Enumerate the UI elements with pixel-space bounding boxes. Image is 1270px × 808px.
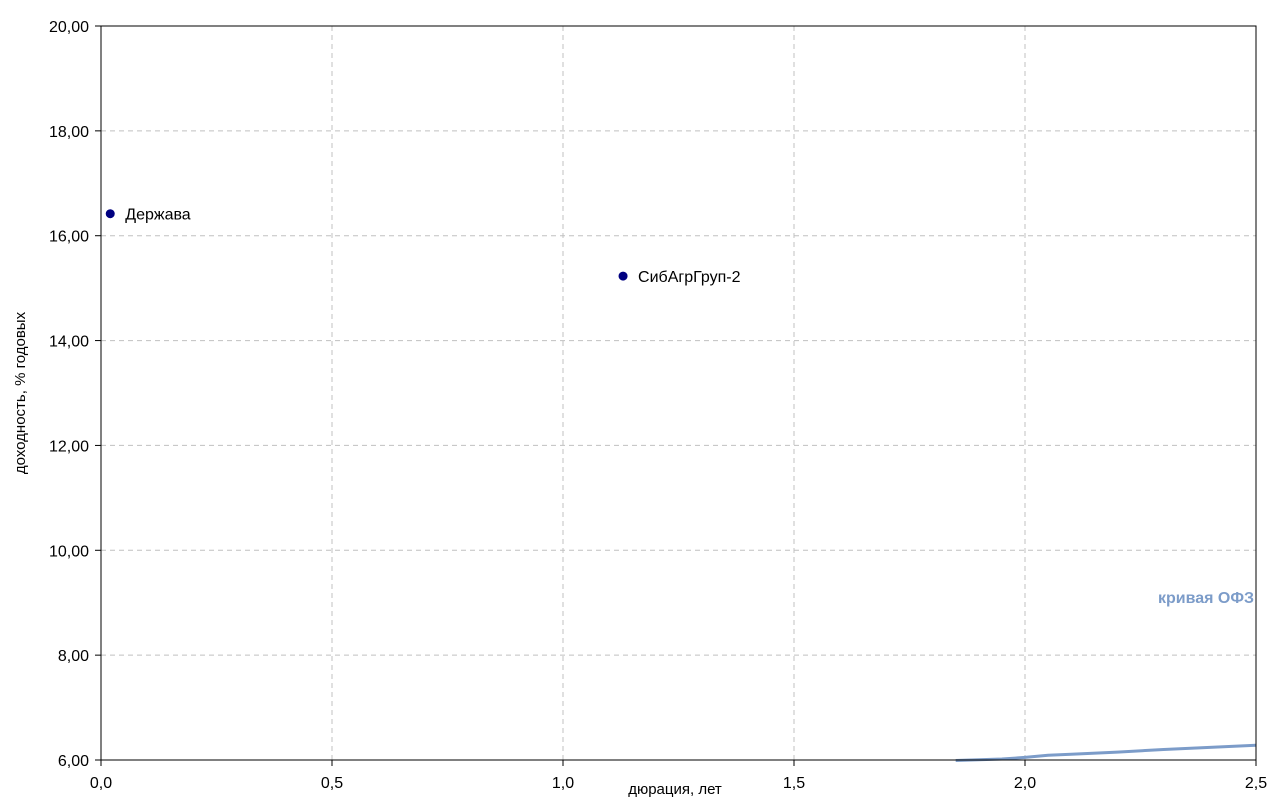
- y-tick-label: 6,00: [58, 753, 89, 770]
- ofz-curve-line: [955, 743, 1257, 762]
- x-tick-label: 2,0: [1014, 775, 1036, 792]
- x-tick-label: 2,5: [1245, 775, 1267, 792]
- y-axis-title: доходность, % годовых: [12, 311, 29, 474]
- ofz-curve-label: кривая ОФЗ: [1158, 590, 1254, 607]
- labels-layer: Держава СибАгрГруп-2 кривая ОФЗ: [125, 207, 1254, 607]
- data-point-label: Держава: [125, 207, 191, 224]
- data-point-label: СибАгрГруп-2: [638, 269, 741, 286]
- x-tick-label: 0,5: [321, 775, 343, 792]
- y-tick-label: 16,00: [49, 229, 89, 246]
- x-tick-label: 1,0: [552, 775, 574, 792]
- y-tick-label: 14,00: [49, 334, 89, 351]
- plot-frame: [100, 25, 1257, 761]
- y-tick-label: 20,00: [49, 19, 89, 36]
- y-tick-label: 8,00: [58, 648, 89, 665]
- data-point: [618, 271, 628, 281]
- x-tick-label: 0,0: [90, 775, 112, 792]
- grid: [101, 26, 1256, 760]
- y-tick-label: 10,00: [49, 543, 89, 560]
- x-axis-title: дюрация, лет: [628, 781, 722, 798]
- curve-layer: [955, 743, 1257, 762]
- x-tick-label: 1,5: [783, 775, 805, 792]
- points-layer: [105, 209, 628, 281]
- y-tick-label: 12,00: [49, 438, 89, 455]
- y-tick-label: 18,00: [49, 124, 89, 141]
- data-point: [105, 209, 115, 219]
- axes: 0,0 0,5 1,0 1,5 2,0 2,5 6,00 8,00 10,00 12,00 14,0…: [12, 19, 1267, 798]
